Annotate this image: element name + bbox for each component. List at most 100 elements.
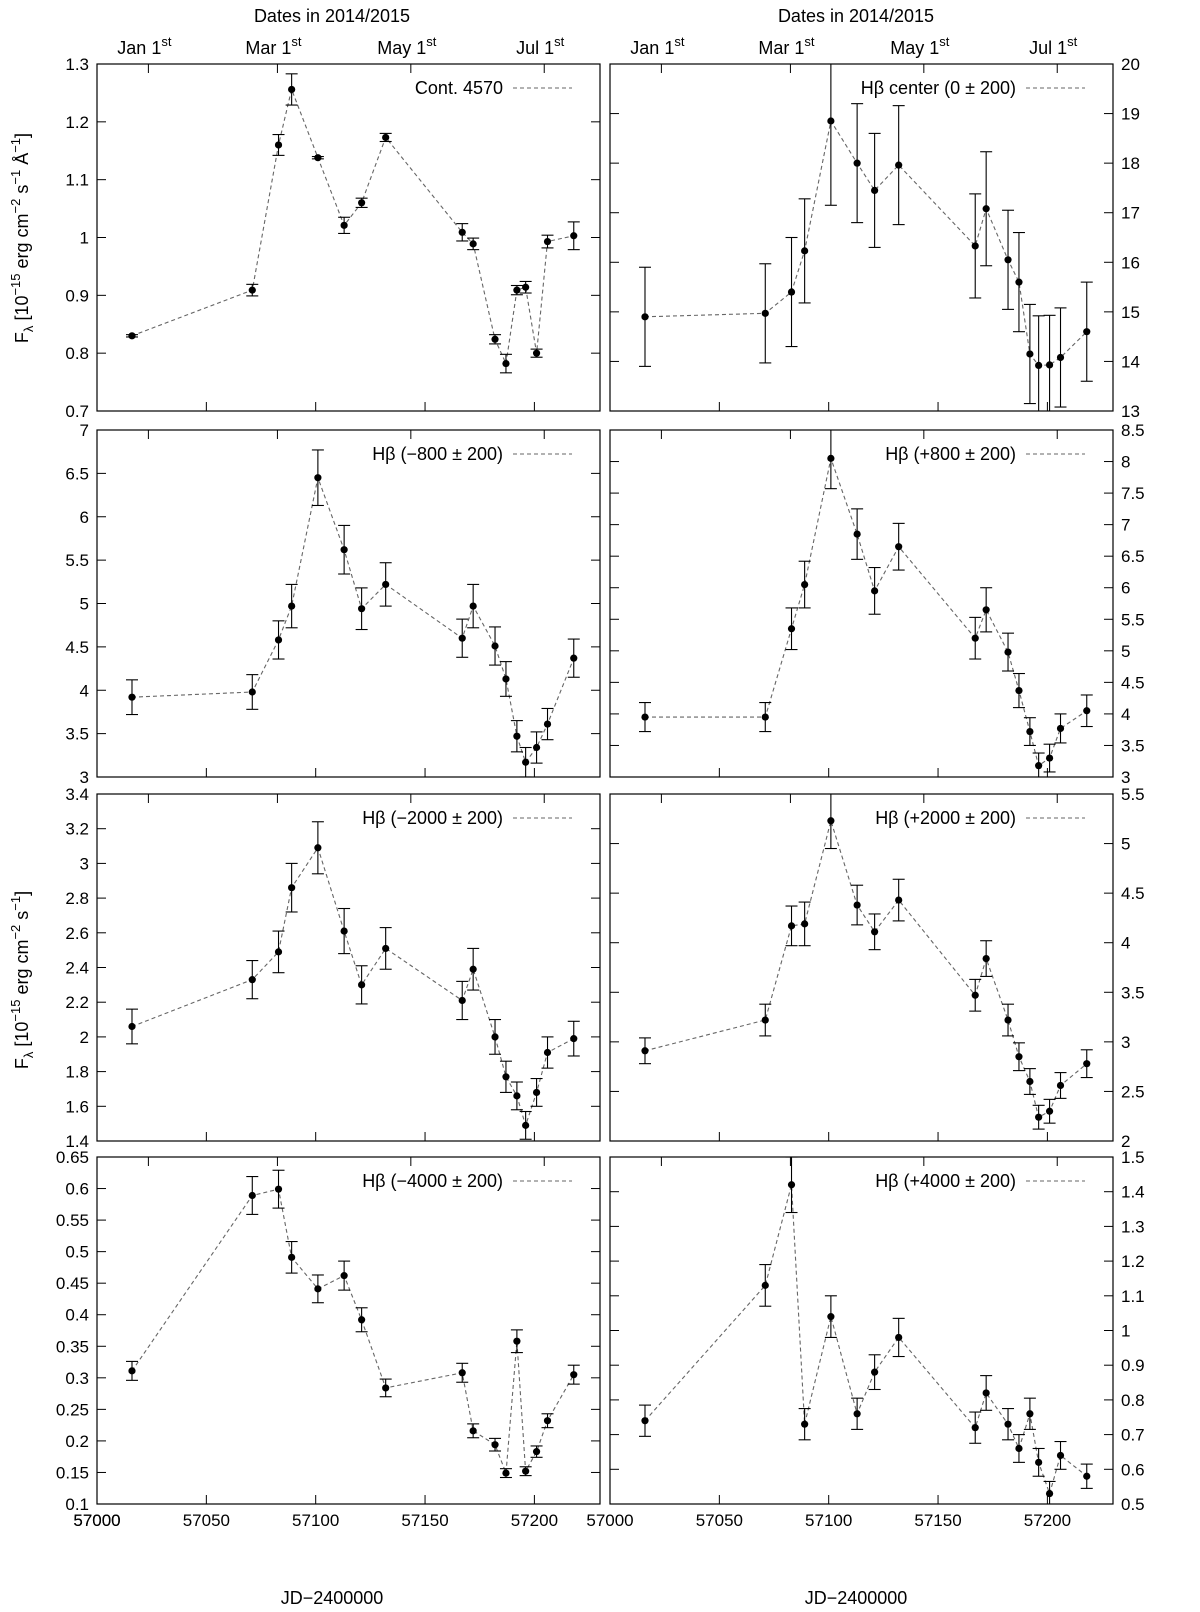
data-point bbox=[1045, 1489, 1054, 1498]
y-tick-label: 5 bbox=[1121, 642, 1130, 661]
data-point bbox=[128, 693, 136, 701]
data-point bbox=[513, 732, 521, 740]
data-point bbox=[513, 1092, 521, 1100]
y-tick-label: 6.5 bbox=[1121, 547, 1145, 566]
y-tick-label: 3.5 bbox=[1121, 736, 1145, 755]
data-point bbox=[570, 654, 578, 662]
data-point bbox=[570, 1371, 578, 1379]
data-point bbox=[1056, 724, 1065, 733]
data-point bbox=[871, 928, 879, 936]
date-tick-main: Jan 1 bbox=[117, 38, 161, 58]
series-line bbox=[131, 846, 575, 1128]
date-tick-main: May 1 bbox=[890, 38, 939, 58]
data-point bbox=[502, 359, 510, 368]
data-point bbox=[787, 625, 796, 633]
y-tick-label: 18 bbox=[1121, 154, 1140, 173]
data-point bbox=[274, 1185, 283, 1193]
y-tick-label: 0.4 bbox=[65, 1306, 89, 1325]
y-tick-label: 2 bbox=[80, 1028, 89, 1047]
date-tick-main: Mar 1 bbox=[758, 38, 804, 58]
data-point bbox=[502, 1469, 510, 1477]
y-tick-label: 7 bbox=[80, 421, 89, 440]
panel-frame bbox=[96, 63, 601, 412]
series-data bbox=[638, 794, 1093, 1130]
data-point bbox=[1045, 361, 1054, 369]
ylabel2-exp: −15 bbox=[8, 1000, 23, 1022]
data-point bbox=[522, 1467, 530, 1475]
panel-frame bbox=[96, 1156, 601, 1505]
series-data bbox=[125, 73, 580, 374]
x-axis-title-right: JD−2400000 bbox=[805, 1588, 908, 1608]
data-point bbox=[801, 580, 809, 589]
panel-frame bbox=[96, 793, 601, 1142]
data-point bbox=[340, 927, 348, 935]
data-point bbox=[522, 1121, 530, 1129]
y-tick-label: 0.35 bbox=[56, 1337, 89, 1356]
x-tick-label: 57000 bbox=[73, 1511, 120, 1530]
data-point bbox=[522, 758, 530, 766]
data-point bbox=[895, 896, 903, 904]
data-point bbox=[382, 580, 390, 589]
ylabel-a-exp: −1 bbox=[8, 138, 23, 153]
data-point bbox=[1026, 350, 1034, 358]
data-point bbox=[532, 1088, 541, 1097]
data-point bbox=[458, 1369, 466, 1377]
data-point bbox=[340, 221, 348, 229]
ylabel-s: s bbox=[12, 185, 32, 199]
ylabel2-s: s bbox=[12, 911, 32, 925]
y-axis-label-top: Fλ [10−15 erg cm−2 s−1 Å−1] bbox=[8, 133, 36, 343]
data-point bbox=[1004, 1016, 1012, 1024]
data-point bbox=[827, 454, 835, 462]
data-point bbox=[1004, 1420, 1012, 1428]
data-point bbox=[532, 349, 541, 357]
data-point bbox=[458, 634, 466, 642]
series-data bbox=[638, 1157, 1093, 1504]
date-tick-label: Jul 1st bbox=[516, 34, 565, 58]
y-tick-label: 14 bbox=[1121, 352, 1140, 371]
x-tick-label: 57150 bbox=[401, 1511, 448, 1530]
data-point bbox=[532, 743, 541, 752]
panel-5: 1.4 1.6 1.8 2 2.2 2.4 2.6 2.8 3 3.2 3.4 Hβ (−2000 ±… bbox=[65, 785, 601, 1151]
y-tick-label: 4.5 bbox=[1121, 673, 1145, 692]
data-point bbox=[1056, 353, 1065, 362]
date-tick-main: Jul 1 bbox=[516, 38, 554, 58]
x-tick-label: 57000 bbox=[73, 1511, 120, 1530]
y-tick-label: 0.65 bbox=[56, 1148, 89, 1167]
data-point bbox=[1035, 361, 1043, 369]
ylabel2-lambda: λ bbox=[21, 1051, 36, 1058]
y-tick-label: 17 bbox=[1121, 204, 1140, 223]
y-tick-label: 0.15 bbox=[56, 1463, 89, 1482]
legend-label: Hβ (+800 ± 200) bbox=[885, 444, 1016, 464]
y-tick-label: 2.4 bbox=[65, 959, 89, 978]
y-tick-label: 2.8 bbox=[65, 889, 89, 908]
data-point bbox=[491, 642, 499, 650]
data-point bbox=[761, 713, 769, 721]
x-tick-label: 57200 bbox=[1024, 1511, 1071, 1530]
x-tick-label: 57100 bbox=[292, 1511, 339, 1530]
date-tick-main: Jul 1 bbox=[1029, 38, 1067, 58]
date-tick-sup: st bbox=[804, 34, 815, 49]
y-tick-label: 8 bbox=[1121, 453, 1130, 472]
ylabel2-end: ] bbox=[12, 891, 32, 896]
data-point bbox=[1035, 1113, 1043, 1121]
data-point bbox=[1015, 1444, 1023, 1453]
data-point bbox=[570, 1035, 578, 1043]
y-tick-label: 1.4 bbox=[1121, 1183, 1145, 1202]
series-data bbox=[125, 821, 580, 1140]
y-tick-label: 0.9 bbox=[65, 286, 89, 305]
data-point bbox=[1045, 754, 1054, 762]
ylabel2-cm-exp: −2 bbox=[8, 925, 23, 940]
y-tick-label: 3 bbox=[1121, 768, 1130, 787]
data-point bbox=[314, 154, 322, 162]
data-point bbox=[982, 606, 990, 614]
y-tick-label: 3 bbox=[80, 854, 89, 873]
panel-frame bbox=[609, 63, 1114, 412]
data-point bbox=[543, 237, 552, 246]
ylabel2-units: erg cm bbox=[12, 940, 32, 1000]
legend-label: Hβ (+4000 ± 200) bbox=[875, 1171, 1016, 1191]
data-point bbox=[971, 242, 979, 250]
legend-label: Cont. 4570 bbox=[415, 78, 503, 98]
data-point bbox=[458, 996, 466, 1005]
